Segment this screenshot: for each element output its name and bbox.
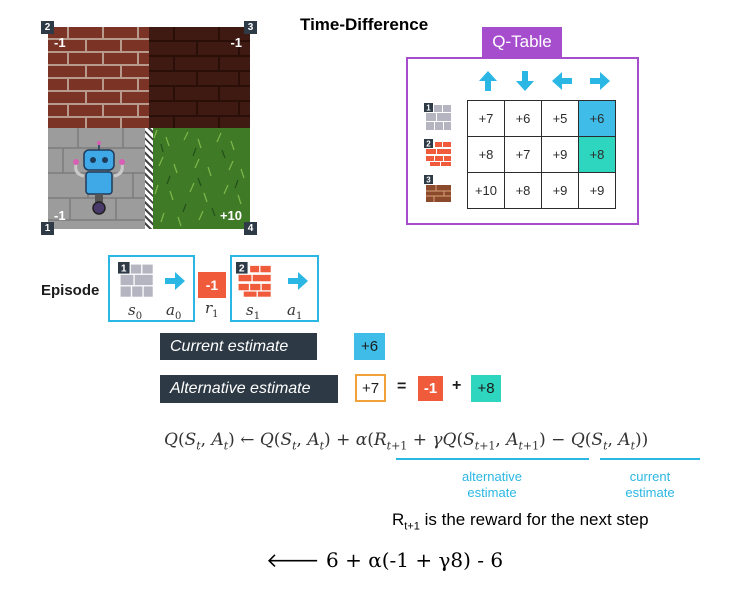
page-title: Time-Difference	[300, 15, 429, 34]
current-estimate-label: Current estimate	[160, 333, 317, 360]
state-number: 2	[426, 140, 431, 149]
cell-number-badge: 1	[41, 222, 54, 235]
bottom-expression: 6 + α(-1 + γ8) - 6	[319, 548, 504, 572]
state-number: 1	[426, 104, 431, 113]
cell-reward: +10	[219, 208, 242, 223]
grid-cell-4: +10	[149, 128, 250, 229]
q-value-cell: +5	[541, 100, 579, 137]
state-number: 3	[426, 176, 431, 185]
bottom-formula: 🡐 6 + α(-1 + γ8) - 6	[266, 548, 503, 572]
episode-step-0: 1 s0 a0	[108, 255, 195, 322]
state-1-stone-icon: 1	[424, 103, 451, 130]
equals-sign: =	[397, 378, 407, 395]
alternative-underline	[396, 458, 589, 460]
right-arrow-icon	[288, 272, 308, 290]
q-table-row: +7 +6 +5 +6	[467, 100, 616, 137]
state-1-brick-icon: 2	[236, 262, 271, 297]
symbol-s0: s0	[128, 301, 143, 322]
episode-label: Episode	[41, 282, 100, 299]
grid-world: -1 -1	[48, 27, 250, 229]
cell-reward: -1	[54, 208, 66, 223]
td-update-formula: Q(St, At) ← Q(St, At) + α(Rt+1 + γQ(St+1…	[164, 430, 649, 453]
cell-reward: -1	[54, 35, 66, 50]
q-value-cell: +8	[467, 136, 505, 173]
right-arrow-icon	[590, 72, 610, 90]
current-underline	[600, 458, 700, 460]
symbol-r1: r1	[205, 299, 219, 320]
episode-step-1: 2 s1 a1	[230, 255, 319, 322]
reward-note: Rt+1 is the reward for the next step	[392, 510, 649, 533]
q-value-cell: +6	[504, 100, 542, 137]
current-estimate-value: +6	[354, 333, 385, 360]
reward-box: -1	[198, 272, 226, 298]
grid-cell-3: -1	[149, 27, 250, 128]
symbol-a1: a1	[287, 301, 303, 322]
q-value-cell: +8	[504, 172, 542, 209]
alternative-estimate-value: +7	[355, 374, 386, 402]
left-arrow-icon: 🡐	[266, 548, 320, 572]
plus-sign: +	[452, 377, 462, 394]
q-value-cell: +10	[467, 172, 505, 209]
grid-cell-2: -1	[48, 27, 149, 128]
q-table-label: Q-Table	[482, 27, 562, 57]
q-value-cell: +7	[467, 100, 505, 137]
current-note-line: current	[629, 469, 671, 484]
cell-reward: -1	[230, 35, 242, 50]
grass-texture	[149, 128, 250, 229]
q-value-cell: +9	[578, 172, 616, 209]
q-value-cell-highlighted: +8	[578, 136, 616, 173]
current-estimate-note: current estimate	[610, 469, 690, 501]
state-number: 2	[239, 264, 245, 275]
q-table-row: +10 +8 +9 +9	[467, 172, 616, 209]
q-value-cell: +7	[504, 136, 542, 173]
brick-wall-texture	[48, 27, 149, 128]
symbol-s1: s1	[246, 301, 261, 322]
q-value-cell: +9	[541, 172, 579, 209]
left-arrow-icon	[552, 72, 572, 90]
robot-icon	[73, 141, 125, 215]
dark-brick-texture	[149, 27, 250, 128]
alternative-estimate-note: alternative estimate	[432, 469, 552, 501]
next-state-value: +8	[471, 375, 501, 402]
q-table-row: +8 +7 +9 +8	[467, 136, 616, 173]
fence	[145, 128, 153, 229]
current-note-line: estimate	[625, 485, 675, 500]
alternative-note-line: estimate	[467, 485, 517, 500]
q-value-cell: +9	[541, 136, 579, 173]
down-arrow-icon	[516, 71, 534, 91]
state-2-brick-icon: 2	[424, 139, 451, 166]
state-0-stone-icon: 1	[118, 262, 153, 297]
up-arrow-icon	[479, 71, 497, 91]
right-arrow-icon	[165, 272, 185, 290]
cell-number-badge: 4	[244, 222, 257, 235]
symbol-a0: a0	[166, 301, 182, 322]
q-table: +7 +6 +5 +6 +8 +7 +9 +8 +10 +8 +9 +9	[467, 100, 616, 209]
reward-term: -1	[418, 376, 443, 401]
q-value-cell-highlighted: +6	[578, 100, 616, 137]
alternative-estimate-label: Alternative estimate	[160, 375, 338, 403]
alternative-note-line: alternative	[462, 469, 522, 484]
state-3-dark-brick-icon: 3	[424, 175, 451, 202]
state-number: 1	[121, 264, 127, 275]
grid-cell-1: -1	[48, 128, 149, 229]
cell-number-badge: 2	[41, 21, 54, 34]
q-table-panel: 1 2 3 +7 +6 +5 +6 +8 +7 +9 +8 +10	[406, 57, 639, 225]
cell-number-badge: 3	[244, 21, 257, 34]
